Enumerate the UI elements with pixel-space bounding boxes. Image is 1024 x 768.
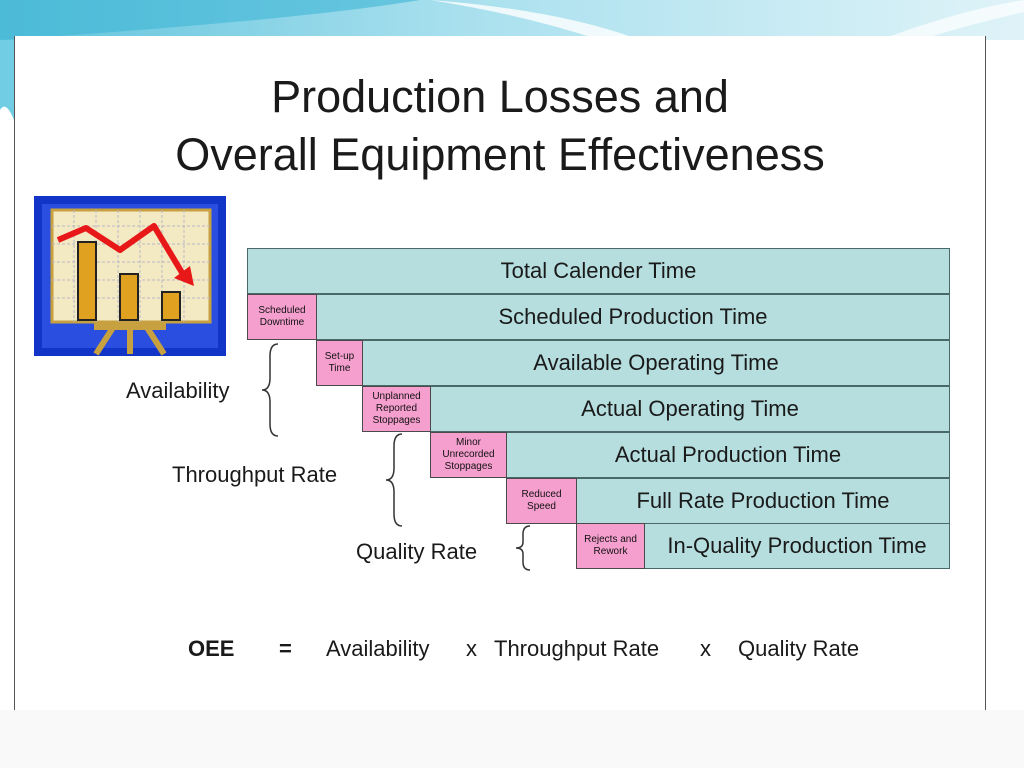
time-row-full-rate-production: Full Rate Production Time bbox=[576, 478, 950, 524]
formula-oee: OEE bbox=[188, 636, 235, 661]
time-row-actual-operating: Actual Operating Time bbox=[430, 386, 950, 432]
throughput-label: Throughput Rate bbox=[172, 462, 338, 487]
time-row-in-quality-production: In-Quality Production Time bbox=[644, 523, 950, 569]
time-row-available-operating: Available Operating Time bbox=[362, 340, 950, 386]
availability-label: Availability bbox=[126, 378, 230, 403]
declining-chart-icon bbox=[34, 196, 226, 356]
quality-brace bbox=[515, 525, 531, 571]
formula-times-1: x bbox=[466, 636, 477, 661]
loss-box-scheduled-downtime: Scheduled Downtime bbox=[247, 294, 317, 340]
loss-box-rejects-rework: Rejects and Rework bbox=[576, 523, 645, 569]
formula-times-2: x bbox=[700, 636, 711, 661]
formula-quality: Quality Rate bbox=[738, 636, 860, 661]
loss-box-minor-stoppages: Minor Unrecorded Stoppages bbox=[430, 432, 507, 478]
throughput-brace bbox=[385, 433, 403, 527]
availability-brace bbox=[261, 343, 279, 437]
formula-equals: = bbox=[279, 636, 292, 661]
page-title: Production Losses and Overall Equipment … bbox=[0, 68, 1000, 184]
bottom-band bbox=[0, 710, 1024, 768]
title-line-2: Overall Equipment Effectiveness bbox=[175, 129, 825, 180]
loss-box-reduced-speed: Reduced Speed bbox=[506, 478, 577, 524]
quality-label: Quality Rate bbox=[356, 539, 478, 564]
loss-box-setup-time: Set-up Time bbox=[316, 340, 363, 386]
time-row-actual-production: Actual Production Time bbox=[506, 432, 950, 478]
time-row-total-calendar: Total Calender Time bbox=[247, 248, 950, 294]
time-row-scheduled-production: Scheduled Production Time bbox=[316, 294, 950, 340]
title-line-1: Production Losses and bbox=[271, 71, 729, 122]
formula-availability: Availability bbox=[326, 636, 430, 661]
loss-box-unplanned-stoppages: Unplanned Reported Stoppages bbox=[362, 386, 431, 432]
formula-throughput: Throughput Rate bbox=[494, 636, 660, 661]
